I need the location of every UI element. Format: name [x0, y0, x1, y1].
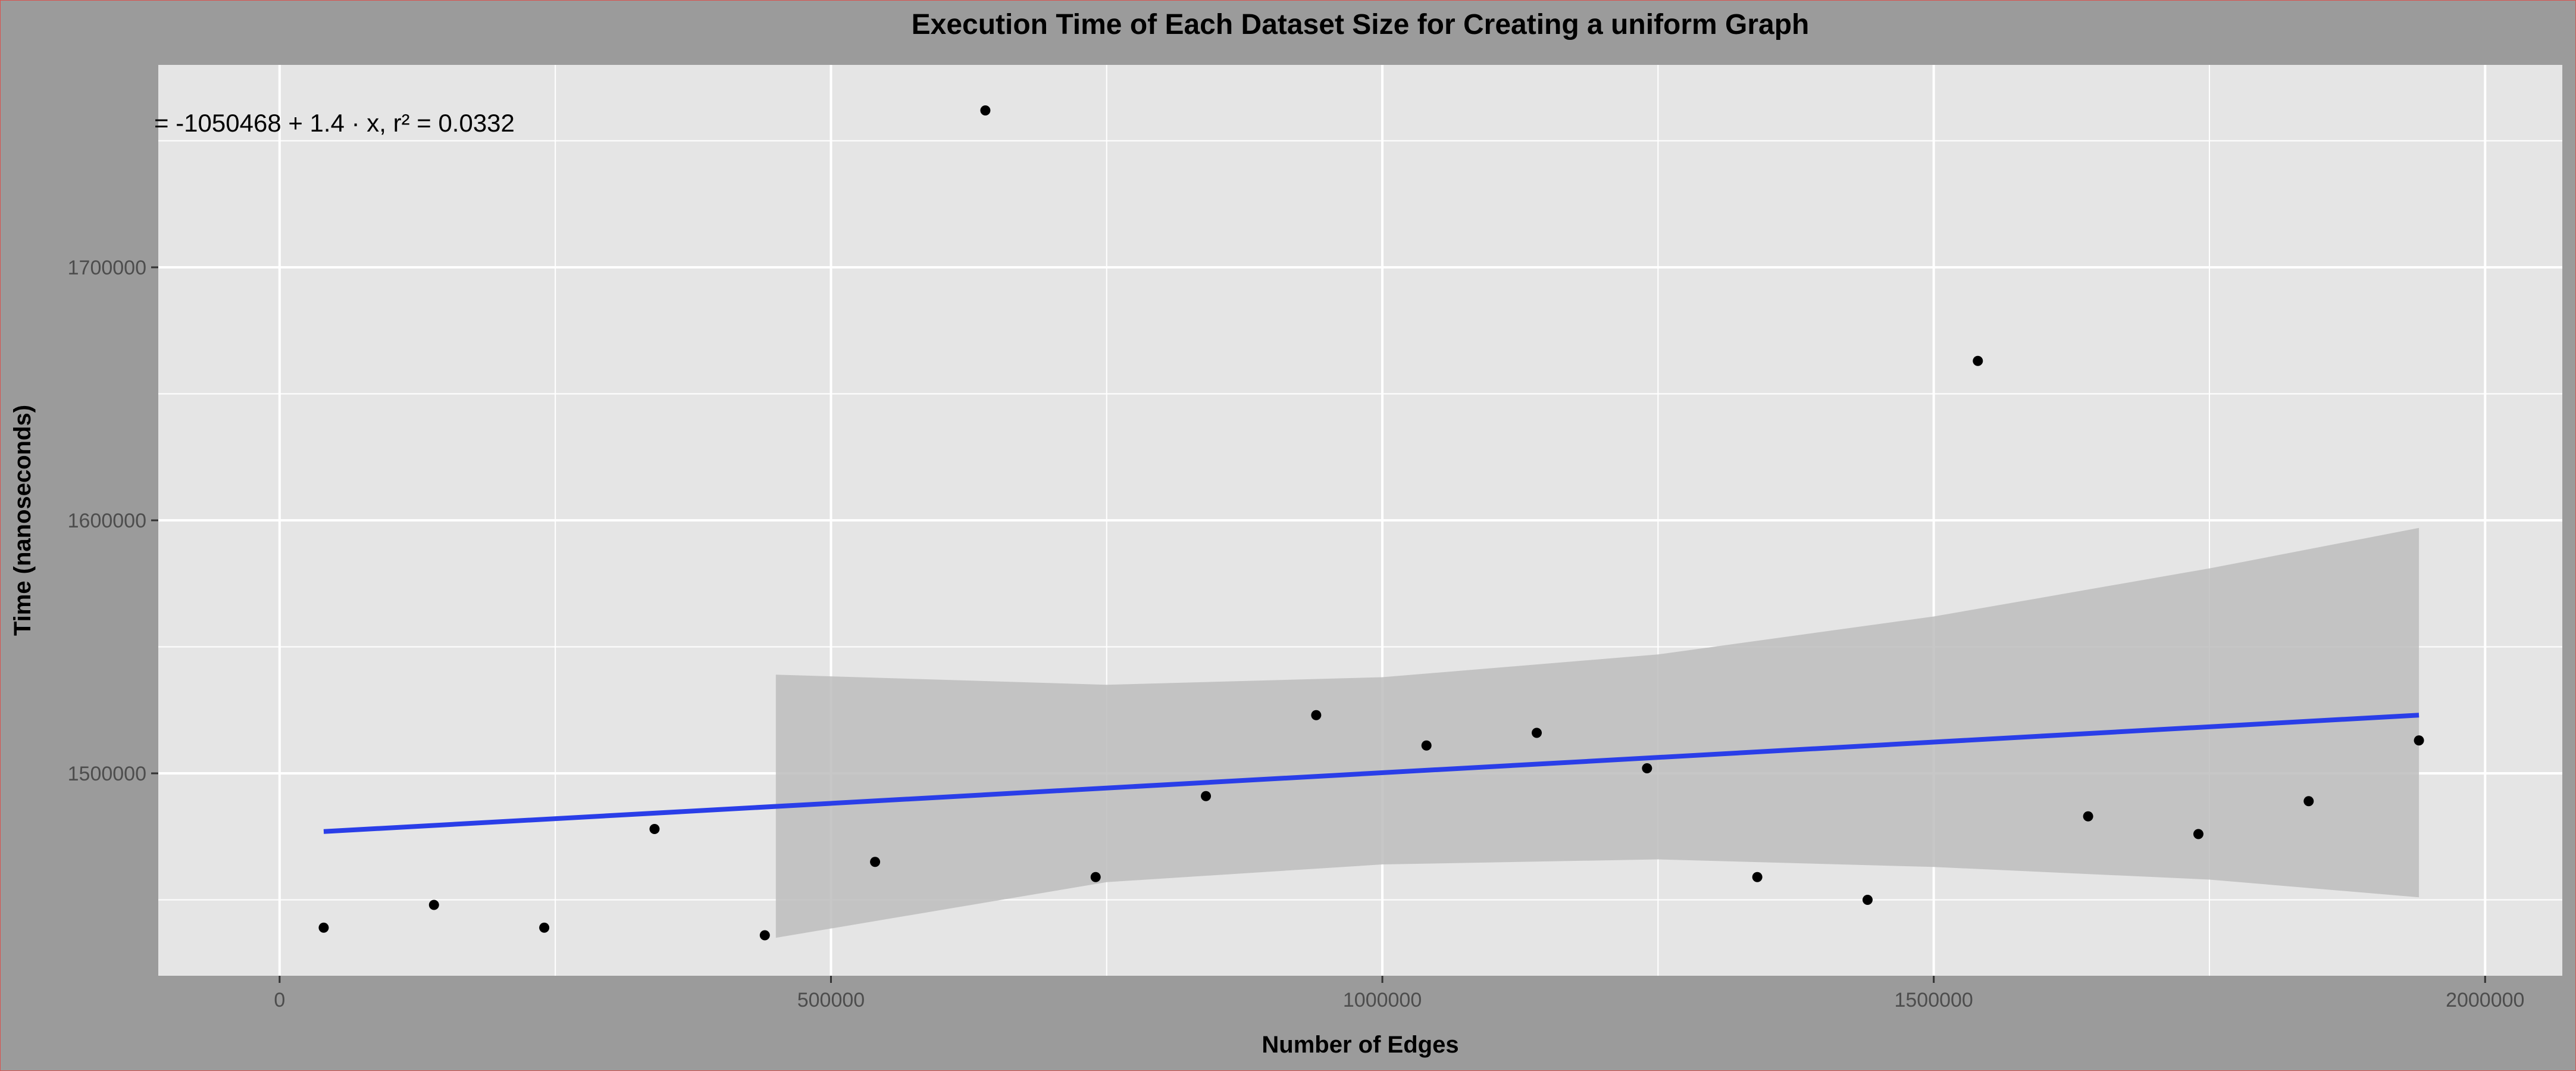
x-tick-label: 1500000	[1894, 989, 1973, 1011]
data-point	[1090, 872, 1101, 882]
x-tick-label: 2000000	[2446, 989, 2524, 1011]
x-tick-label: 1000000	[1343, 989, 1422, 1011]
data-point	[1201, 791, 1212, 801]
data-point	[1311, 710, 1322, 720]
data-point	[980, 105, 991, 115]
y-tick-label: 1600000	[68, 510, 146, 532]
data-point	[2303, 796, 2314, 807]
data-point	[2193, 829, 2203, 839]
data-point	[2083, 811, 2093, 822]
data-point	[1532, 727, 1542, 738]
y-tick-label: 1500000	[68, 763, 146, 785]
data-point	[2414, 735, 2424, 746]
chart-title: Execution Time of Each Dataset Size for …	[912, 9, 1810, 40]
x-axis-title: Number of Edges	[1262, 1032, 1458, 1058]
data-point	[649, 824, 660, 834]
data-point	[1642, 763, 1652, 773]
fit-line-layer	[323, 713, 2420, 834]
x-tick-label: 0	[274, 989, 285, 1011]
data-point	[1862, 895, 1873, 905]
data-point	[1421, 740, 1432, 751]
regression-equation: = -1050468 + 1.4 · x, r² = 0.0332	[154, 109, 515, 137]
data-point	[1752, 872, 1763, 882]
data-point	[539, 922, 550, 933]
data-point	[428, 900, 439, 910]
regression-fit-line	[323, 713, 2420, 834]
x-tick-label: 500000	[797, 989, 865, 1011]
data-point	[759, 930, 770, 941]
confidence-band-layer	[775, 527, 2420, 938]
y-tick-label: 1700000	[68, 257, 146, 279]
confidence-band	[775, 527, 2420, 938]
y-axis-title: Time (nanoseconds)	[10, 405, 36, 636]
data-point	[1973, 355, 1983, 366]
x-axis-ticks: 0 500000 1000000 1500000 2000000	[274, 976, 2524, 1011]
data-points	[318, 105, 2424, 941]
data-point	[870, 857, 881, 867]
y-axis-ticks: 1500000 1600000 1700000	[68, 257, 158, 785]
data-point	[318, 922, 329, 933]
